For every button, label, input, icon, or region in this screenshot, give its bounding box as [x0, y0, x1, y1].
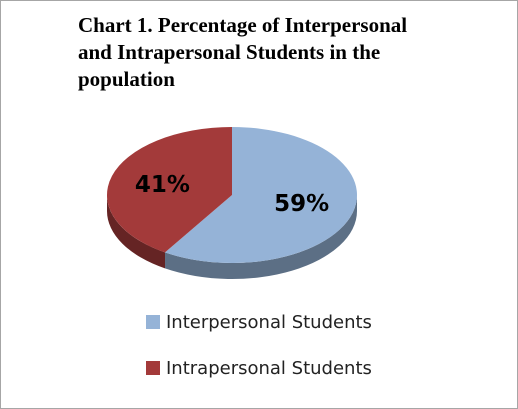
legend-swatch — [146, 361, 160, 375]
legend-label: Interpersonal Students — [166, 312, 372, 333]
legend-swatch — [146, 315, 160, 329]
legend-label: Intrapersonal Students — [166, 358, 372, 379]
data-label: 41% — [135, 172, 190, 198]
chart-title: Chart 1. Percentage of Interpersonal and… — [78, 13, 408, 91]
slice-side — [165, 195, 357, 279]
slice — [107, 127, 232, 253]
slice-side — [107, 195, 166, 269]
slice — [165, 127, 357, 263]
data-label: 59% — [274, 191, 329, 217]
